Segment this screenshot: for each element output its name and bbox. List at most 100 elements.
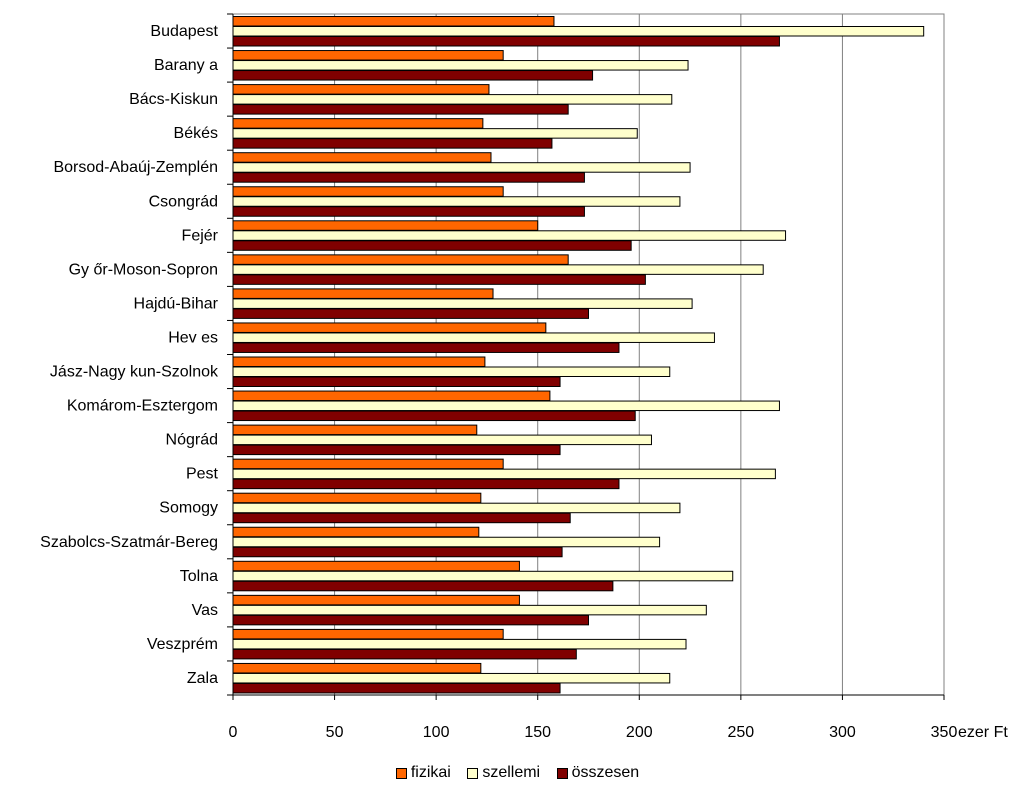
legend-swatch-fizikai xyxy=(395,767,407,779)
bar-összesen xyxy=(232,580,614,592)
bar-szellemi xyxy=(232,536,661,548)
bar-összesen xyxy=(232,546,563,558)
bar-összesen xyxy=(232,206,585,217)
bar-szellemi xyxy=(232,502,681,514)
axes xyxy=(227,13,945,700)
bar-szellemi xyxy=(232,400,780,412)
bar-fizikai xyxy=(232,16,555,27)
category-label: Somogy xyxy=(159,500,218,517)
bar-fizikai xyxy=(232,50,504,61)
x-axis-unit: ezer Ft xyxy=(958,724,1008,741)
bar-szellemi xyxy=(232,196,681,207)
bar-összesen xyxy=(232,614,589,626)
bar-összesen xyxy=(232,70,594,81)
legend-label-osszesen: összesen xyxy=(571,764,640,781)
bar-fizikai xyxy=(232,390,551,402)
x-tick-label: 0 xyxy=(229,724,238,741)
bar-szellemi xyxy=(232,230,787,241)
bar-szellemi xyxy=(232,332,715,343)
x-tick-label: 200 xyxy=(626,724,653,741)
bar-fizikai xyxy=(232,152,492,163)
bar-összesen xyxy=(232,36,780,47)
category-label: Barany a xyxy=(154,57,218,74)
bar-fizikai xyxy=(232,492,482,504)
bar-szellemi xyxy=(232,434,652,446)
bar-szellemi xyxy=(232,604,707,616)
bar-szellemi xyxy=(232,128,638,139)
category-label: Békés xyxy=(174,125,218,142)
bar-szellemi xyxy=(232,468,776,480)
x-tick-label: 300 xyxy=(829,724,856,741)
x-tick-label: 250 xyxy=(728,724,755,741)
bar-összesen xyxy=(232,274,646,285)
bar-összesen xyxy=(232,478,620,490)
category-label: Borsod-Abaúj-Zemplén xyxy=(53,159,218,176)
category-label: Veszprém xyxy=(147,636,218,653)
category-label: Gy őr-Moson-Sopron xyxy=(69,261,218,278)
bar-fizikai xyxy=(232,560,520,572)
bar-szellemi xyxy=(232,366,671,377)
legend: fizikai szellemi összesen xyxy=(0,764,1035,784)
bar-szellemi xyxy=(232,638,687,650)
category-label: Hajdú-Bihar xyxy=(134,295,219,312)
category-label: Jász-Nagy kun-Szolnok xyxy=(50,364,219,381)
bar-összesen xyxy=(232,172,585,183)
bar-fizikai xyxy=(232,628,504,640)
bar-szellemi xyxy=(232,60,689,71)
bar-összesen xyxy=(232,410,636,422)
category-label: Zala xyxy=(187,670,218,687)
bar-fizikai xyxy=(232,186,504,197)
legend-label-fizikai: fizikai xyxy=(410,764,451,781)
bar-fizikai xyxy=(232,118,484,129)
bar-szellemi xyxy=(232,672,671,684)
legend-item-osszesen: összesen xyxy=(556,764,640,782)
bar-fizikai xyxy=(232,220,539,231)
category-label: Fejér xyxy=(182,227,219,244)
legend-item-fizikai: fizikai xyxy=(395,764,451,782)
legend-swatch-osszesen xyxy=(556,767,568,779)
bar-összesen xyxy=(232,648,577,660)
bar-szellemi xyxy=(232,570,734,582)
bar-összesen xyxy=(232,104,569,115)
bar-szellemi xyxy=(232,298,693,309)
category-labels: Budapest Barany a Bács-Kiskun Békés Borsod-A… xyxy=(40,23,219,687)
category-label: Csongrád xyxy=(149,193,218,210)
x-tick-label: 150 xyxy=(524,724,551,741)
category-label: Budapest xyxy=(150,23,218,40)
bar-fizikai xyxy=(232,424,478,436)
bar-összesen xyxy=(232,682,561,694)
bar-chart: Budapest Barany a Bács-Kiskun Békés Borsod-A… xyxy=(40,13,1008,741)
plot-area-frame xyxy=(232,13,945,696)
x-tick-label: 100 xyxy=(423,724,450,741)
bar-összesen xyxy=(232,138,553,149)
x-tick-label: 50 xyxy=(326,724,344,741)
category-label: Tolna xyxy=(180,568,218,585)
legend-label-szellemi: szellemi xyxy=(482,764,541,781)
bar-fizikai xyxy=(232,356,486,367)
bar-összesen xyxy=(232,376,561,387)
category-label: Komárom-Esztergom xyxy=(67,398,218,415)
bar-fizikai xyxy=(232,526,480,538)
bars xyxy=(232,16,925,694)
bar-fizikai xyxy=(232,84,490,95)
bar-összesen xyxy=(232,240,632,251)
category-label: Hev es xyxy=(168,329,218,346)
legend-item-szellemi: szellemi xyxy=(467,764,540,782)
bar-összesen xyxy=(232,308,589,319)
bar-szellemi xyxy=(232,162,691,173)
bar-fizikai xyxy=(232,322,547,333)
bar-fizikai xyxy=(232,662,482,674)
category-label: Bács-Kiskun xyxy=(129,91,218,108)
bar-szellemi xyxy=(232,94,673,105)
bar-fizikai xyxy=(232,594,520,606)
bar-fizikai xyxy=(232,288,494,299)
bar-fizikai xyxy=(232,254,569,265)
category-label: Szabolcs-Szatmár-Bereg xyxy=(40,534,218,551)
category-label: Vas xyxy=(192,602,218,619)
category-label: Pest xyxy=(186,466,219,483)
x-tick-labels: 0 50 100 150 200 250 300 350 xyxy=(229,724,958,741)
category-label: Nógrád xyxy=(166,432,218,449)
legend-swatch-szellemi xyxy=(467,767,479,779)
bar-fizikai xyxy=(232,458,504,470)
bar-összesen xyxy=(232,512,571,524)
